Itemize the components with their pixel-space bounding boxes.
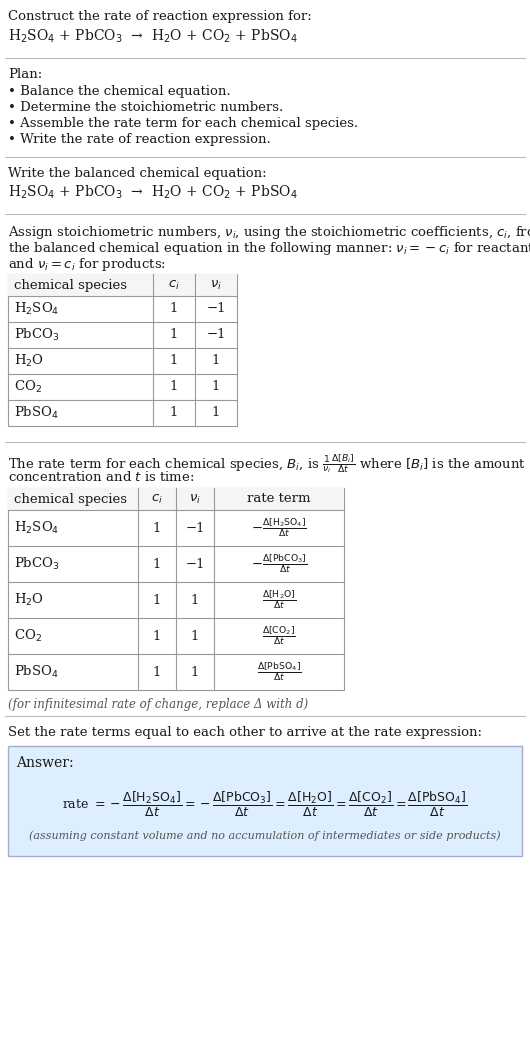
- Text: rate $= -\dfrac{\Delta[\mathrm{H_2SO_4}]}{\Delta t} = -\dfrac{\Delta[\mathrm{PbC: rate $= -\dfrac{\Delta[\mathrm{H_2SO_4}]…: [62, 790, 468, 819]
- Text: −1: −1: [206, 302, 226, 316]
- Text: 1: 1: [191, 630, 199, 642]
- Text: Answer:: Answer:: [16, 756, 74, 770]
- Text: $c_i$: $c_i$: [151, 493, 163, 505]
- Text: $-\frac{\Delta[\mathrm{PbCO_3}]}{\Delta t}$: $-\frac{\Delta[\mathrm{PbCO_3}]}{\Delta …: [251, 552, 307, 575]
- Text: • Determine the stoichiometric numbers.: • Determine the stoichiometric numbers.: [8, 101, 283, 114]
- Text: Plan:: Plan:: [8, 68, 42, 81]
- Text: chemical species: chemical species: [14, 493, 127, 505]
- Text: • Balance the chemical equation.: • Balance the chemical equation.: [8, 85, 231, 98]
- Text: CO$_2$: CO$_2$: [14, 379, 42, 395]
- Text: H$_2$SO$_4$ + PbCO$_3$  →  H$_2$O + CO$_2$ + PbSO$_4$: H$_2$SO$_4$ + PbCO$_3$ → H$_2$O + CO$_2$…: [8, 184, 298, 202]
- Text: H$_2$SO$_4$ + PbCO$_3$  →  H$_2$O + CO$_2$ + PbSO$_4$: H$_2$SO$_4$ + PbCO$_3$ → H$_2$O + CO$_2$…: [8, 28, 298, 45]
- Text: 1: 1: [212, 381, 220, 393]
- Text: (assuming constant volume and no accumulation of intermediates or side products): (assuming constant volume and no accumul…: [29, 831, 501, 841]
- Bar: [8, 488, 344, 690]
- Bar: [8, 274, 237, 426]
- Text: 1: 1: [212, 355, 220, 367]
- Text: 1: 1: [212, 407, 220, 419]
- Text: 1: 1: [170, 355, 178, 367]
- Text: $\frac{\Delta[\mathrm{H_2O}]}{\Delta t}$: $\frac{\Delta[\mathrm{H_2O}]}{\Delta t}$: [262, 589, 296, 612]
- Text: 1: 1: [170, 407, 178, 419]
- Text: and $\nu_i = c_i$ for products:: and $\nu_i = c_i$ for products:: [8, 256, 166, 273]
- Text: PbCO$_3$: PbCO$_3$: [14, 556, 60, 572]
- Text: Construct the rate of reaction expression for:: Construct the rate of reaction expressio…: [8, 10, 312, 23]
- Text: $\frac{\Delta[\mathrm{PbSO_4}]}{\Delta t}$: $\frac{\Delta[\mathrm{PbSO_4}]}{\Delta t…: [257, 661, 302, 683]
- Text: 1: 1: [191, 665, 199, 679]
- Text: Assign stoichiometric numbers, $\nu_i$, using the stoichiometric coefficients, $: Assign stoichiometric numbers, $\nu_i$, …: [8, 224, 530, 241]
- Text: $\frac{\Delta[\mathrm{CO_2}]}{\Delta t}$: $\frac{\Delta[\mathrm{CO_2}]}{\Delta t}$: [262, 624, 296, 647]
- Text: −1: −1: [186, 558, 205, 570]
- Text: $-\frac{\Delta[\mathrm{H_2SO_4}]}{\Delta t}$: $-\frac{\Delta[\mathrm{H_2SO_4}]}{\Delta…: [251, 517, 307, 540]
- Text: $\nu_i$: $\nu_i$: [210, 278, 222, 292]
- Text: PbCO$_3$: PbCO$_3$: [14, 327, 60, 343]
- Text: $c_i$: $c_i$: [168, 278, 180, 292]
- Text: −1: −1: [206, 328, 226, 341]
- Text: 1: 1: [153, 558, 161, 570]
- Text: Write the balanced chemical equation:: Write the balanced chemical equation:: [8, 167, 267, 180]
- Bar: [8, 746, 522, 856]
- Text: Set the rate terms equal to each other to arrive at the rate expression:: Set the rate terms equal to each other t…: [8, 726, 482, 740]
- Text: • Assemble the rate term for each chemical species.: • Assemble the rate term for each chemic…: [8, 117, 358, 130]
- Text: H$_2$SO$_4$: H$_2$SO$_4$: [14, 520, 59, 536]
- Text: $\nu_i$: $\nu_i$: [189, 493, 201, 505]
- Text: H$_2$O: H$_2$O: [14, 353, 44, 369]
- Text: 1: 1: [170, 302, 178, 316]
- Text: (for infinitesimal rate of change, replace Δ with d): (for infinitesimal rate of change, repla…: [8, 698, 308, 711]
- Text: the balanced chemical equation in the following manner: $\nu_i = -c_i$ for react: the balanced chemical equation in the fo…: [8, 240, 530, 257]
- Text: • Write the rate of reaction expression.: • Write the rate of reaction expression.: [8, 133, 271, 146]
- Text: concentration and $t$ is time:: concentration and $t$ is time:: [8, 470, 195, 484]
- Text: PbSO$_4$: PbSO$_4$: [14, 405, 59, 422]
- Bar: [8, 488, 344, 510]
- Text: H$_2$SO$_4$: H$_2$SO$_4$: [14, 301, 59, 317]
- Text: 1: 1: [191, 593, 199, 607]
- Text: 1: 1: [170, 328, 178, 341]
- Text: −1: −1: [186, 522, 205, 535]
- Text: rate term: rate term: [248, 493, 311, 505]
- Text: H$_2$O: H$_2$O: [14, 592, 44, 608]
- Text: 1: 1: [153, 593, 161, 607]
- Text: The rate term for each chemical species, $B_i$, is $\frac{1}{\nu_i}\frac{\Delta[: The rate term for each chemical species,…: [8, 452, 526, 475]
- Text: 1: 1: [153, 665, 161, 679]
- Text: 1: 1: [153, 522, 161, 535]
- Text: chemical species: chemical species: [14, 278, 127, 292]
- Text: 1: 1: [153, 630, 161, 642]
- Text: 1: 1: [170, 381, 178, 393]
- Text: CO$_2$: CO$_2$: [14, 628, 42, 644]
- Text: PbSO$_4$: PbSO$_4$: [14, 664, 59, 680]
- Bar: [8, 274, 237, 296]
